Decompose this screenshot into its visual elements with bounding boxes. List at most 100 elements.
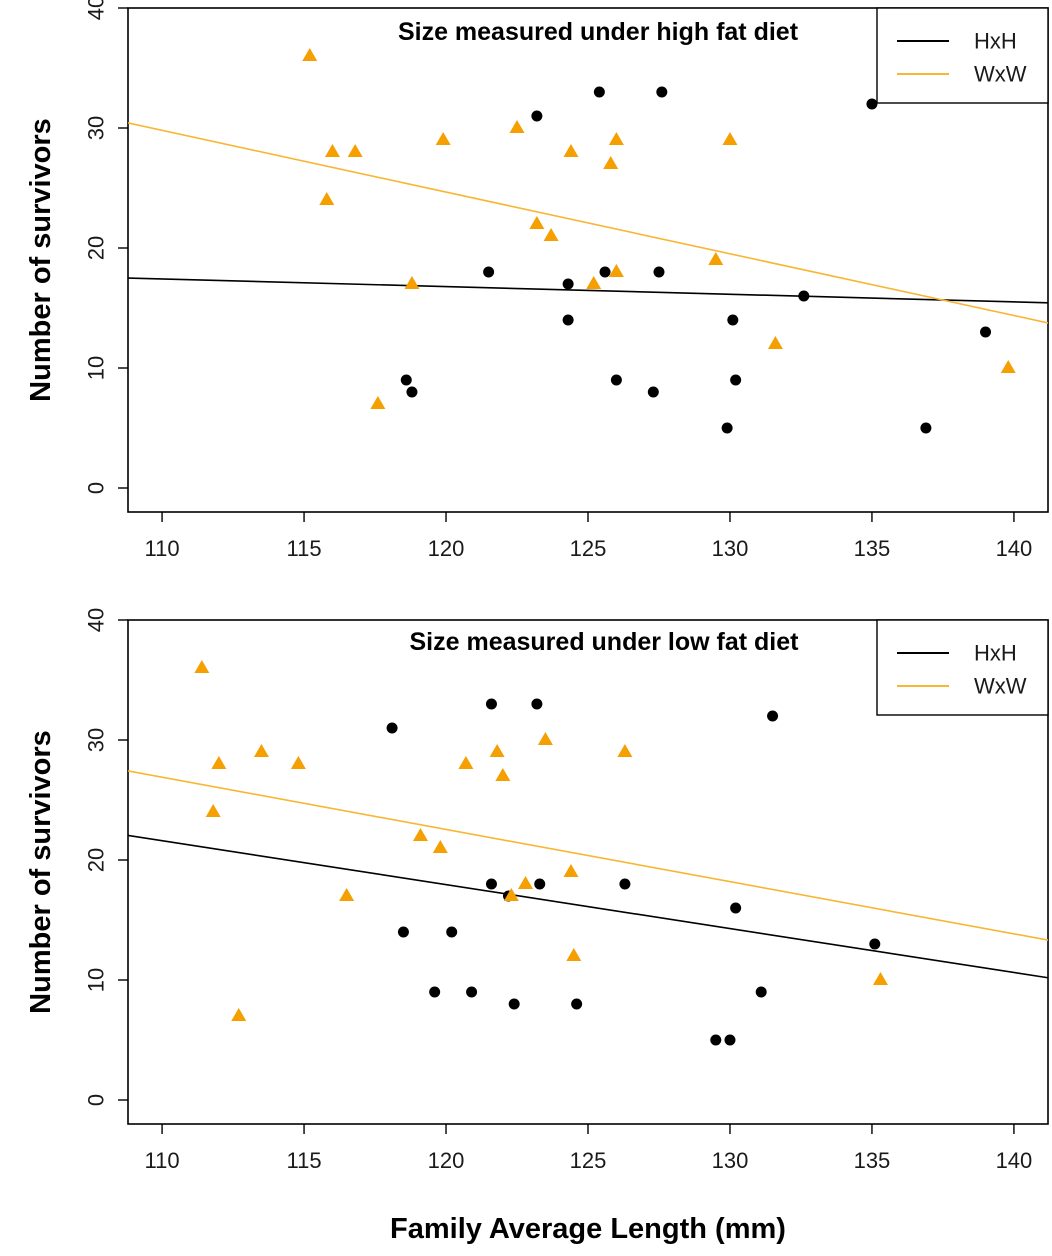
point-wxw — [205, 803, 221, 817]
point-wxw — [563, 863, 579, 877]
point-hxh — [656, 86, 668, 98]
y-tick-label: 20 — [84, 848, 109, 872]
x-tick-label: 115 — [287, 536, 322, 561]
point-wxw — [458, 755, 474, 769]
point-wxw — [347, 143, 363, 157]
y-tick-label: 40 — [84, 0, 109, 20]
point-hxh — [531, 110, 543, 122]
point-wxw — [608, 131, 624, 145]
point-hxh — [798, 290, 810, 302]
chart-title: Size measured under low fat diet — [410, 628, 800, 656]
point-hxh — [724, 1034, 736, 1046]
x-tick-label: 125 — [570, 1148, 607, 1173]
x-tick-label: 140 — [996, 536, 1033, 561]
point-hxh — [647, 386, 659, 398]
point-wxw — [509, 119, 525, 133]
legend-label-wxw: WxW — [974, 674, 1027, 699]
point-hxh — [508, 998, 520, 1010]
y-tick-label: 10 — [84, 356, 109, 380]
point-hxh — [562, 278, 574, 290]
point-hxh — [593, 86, 605, 98]
legend: HxH WxW — [876, 619, 1049, 716]
point-wxw — [503, 887, 519, 901]
point-hxh — [397, 926, 409, 938]
x-tick-label: 120 — [428, 536, 465, 561]
point-wxw — [339, 887, 355, 901]
point-hxh — [429, 986, 441, 998]
x-tick-label: 110 — [145, 536, 180, 561]
point-wxw — [324, 143, 340, 157]
point-hxh — [446, 926, 458, 938]
y-axis-title: Number of survivors — [25, 118, 57, 402]
point-wxw — [302, 47, 318, 61]
point-wxw — [617, 743, 633, 757]
fit-line-wxw — [128, 770, 1048, 941]
x-tick-label: 110 — [145, 1148, 180, 1173]
x-tick-label: 140 — [996, 1148, 1033, 1173]
chart-title: Size measured under high fat diet — [398, 18, 799, 46]
point-hxh — [920, 422, 932, 434]
point-wxw — [537, 731, 553, 745]
point-wxw — [722, 131, 738, 145]
point-hxh — [485, 878, 497, 890]
point-hxh — [767, 710, 779, 722]
point-wxw — [489, 743, 505, 757]
point-wxw — [1000, 359, 1016, 373]
point-wxw — [404, 275, 420, 289]
point-hxh — [727, 314, 739, 326]
point-wxw — [231, 1007, 247, 1021]
fit-line-hxh — [128, 834, 1048, 979]
point-hxh — [531, 698, 543, 710]
x-tick-label: 135 — [854, 536, 891, 561]
y-tick-label: 10 — [84, 968, 109, 992]
point-hxh — [730, 902, 742, 914]
y-tick-label: 20 — [84, 236, 109, 260]
point-wxw — [211, 755, 227, 769]
point-hxh — [406, 386, 418, 398]
legend-label-hxh: HxH — [974, 641, 1017, 666]
y-tick-label: 0 — [84, 482, 109, 494]
point-hxh — [755, 986, 767, 998]
point-wxw — [290, 755, 306, 769]
x-tick-label: 120 — [428, 1148, 465, 1173]
y-axis-title: Number of survivors — [25, 730, 57, 1014]
point-wxw — [412, 827, 428, 841]
point-wxw — [608, 263, 624, 277]
point-wxw — [319, 191, 335, 205]
point-hxh — [869, 938, 881, 950]
point-wxw — [543, 227, 559, 241]
x-tick-label: 130 — [712, 536, 749, 561]
legend-box — [876, 7, 1049, 104]
legend-label-wxw: WxW — [974, 62, 1027, 87]
point-hxh — [610, 374, 622, 386]
point-wxw — [432, 839, 448, 853]
point-hxh — [534, 878, 546, 890]
y-tick-label: 40 — [84, 608, 109, 632]
point-wxw — [872, 971, 888, 985]
y-tick-label: 0 — [84, 1094, 109, 1106]
point-hxh — [483, 266, 495, 278]
point-wxw — [767, 335, 783, 349]
panel-high-fat: 110 115 120 125 130 135 140 0 10 20 30 40 Number of … — [25, 0, 1049, 561]
point-hxh — [571, 998, 583, 1010]
point-hxh — [721, 422, 733, 434]
x-tick-label: 130 — [712, 1148, 749, 1173]
fit-lines — [128, 770, 1048, 979]
legend-box — [876, 619, 1049, 716]
point-wxw — [253, 743, 269, 757]
point-hxh — [730, 374, 742, 386]
point-wxw — [603, 155, 619, 169]
point-wxw — [529, 215, 545, 229]
point-wxw — [495, 767, 511, 781]
legend-label-hxh: HxH — [974, 29, 1017, 54]
point-hxh — [710, 1034, 722, 1046]
point-hxh — [386, 722, 398, 734]
point-wxw — [435, 131, 451, 145]
x-tick-label: 115 — [287, 1148, 322, 1173]
point-wxw — [566, 947, 582, 961]
point-wxw — [370, 395, 386, 409]
point-hxh — [562, 314, 574, 326]
point-hxh — [866, 98, 878, 110]
fit-lines — [128, 122, 1048, 324]
